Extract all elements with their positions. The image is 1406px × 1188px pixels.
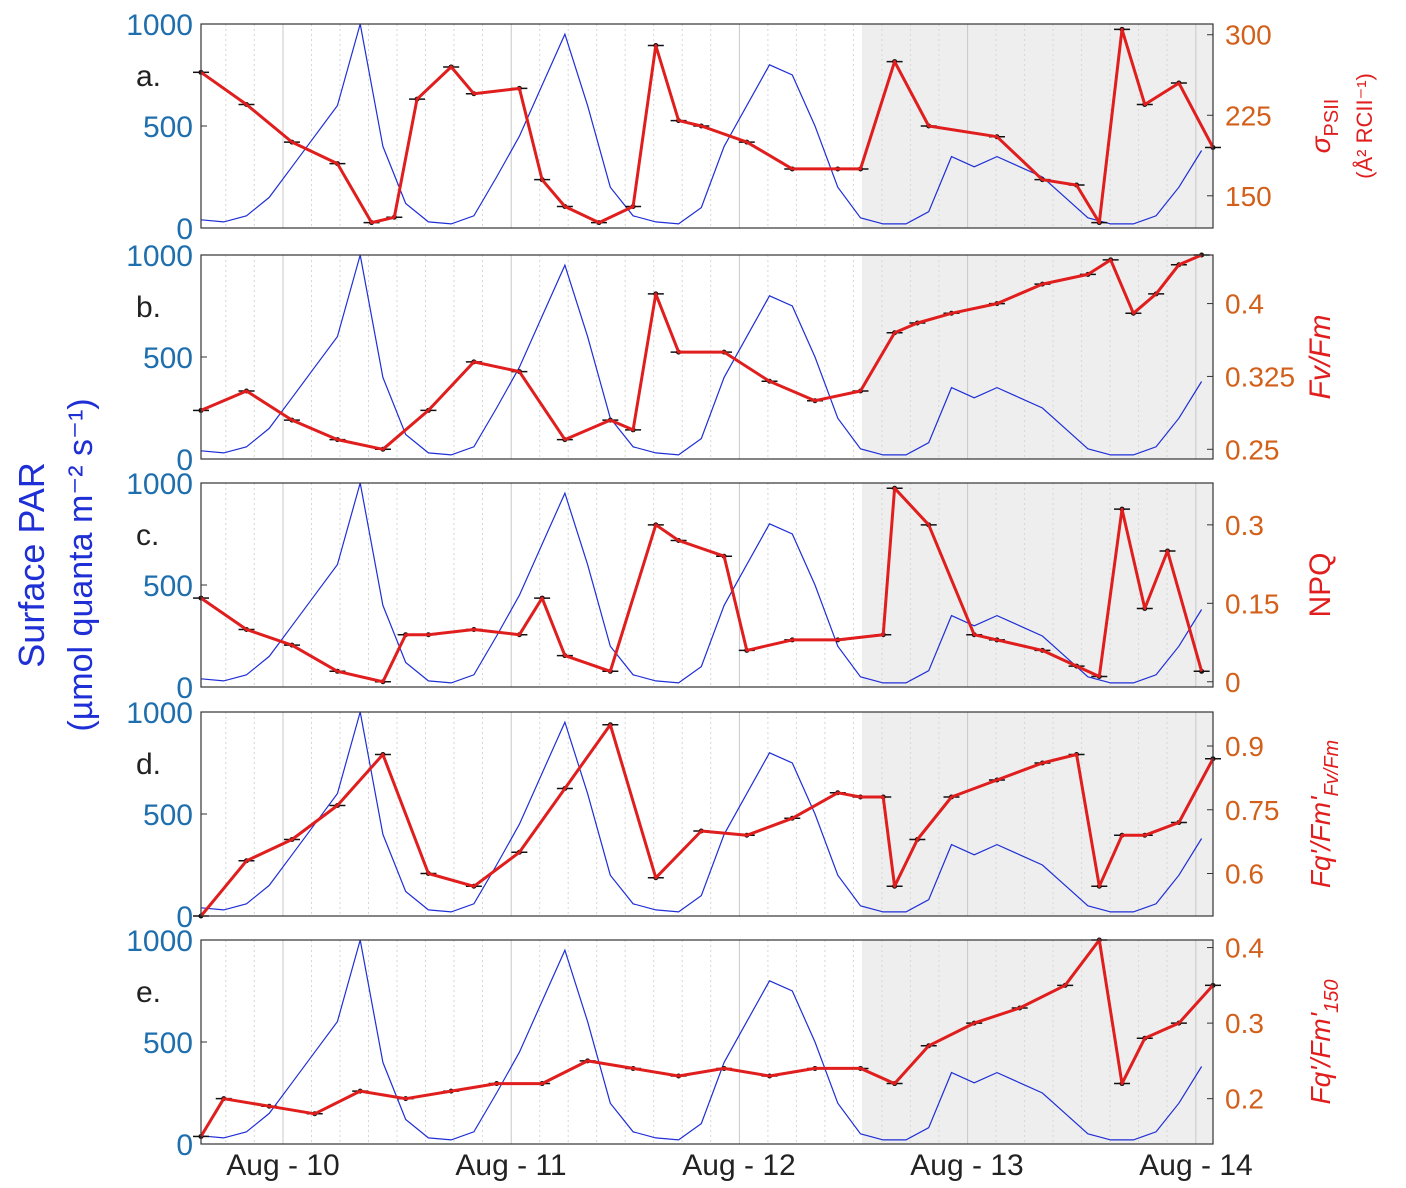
par-line — [200, 254, 1203, 456]
left-tick-label: 0 — [176, 672, 193, 705]
left-axis-label-line1: Surface PAR — [11, 462, 52, 667]
panel-label: e. — [136, 976, 161, 1009]
right-tick-label: 0.4 — [1225, 289, 1264, 320]
left-tick-label: 500 — [143, 570, 193, 603]
left-tick-label: 0 — [176, 901, 193, 934]
right-tick-label: 0.4 — [1225, 933, 1264, 964]
right-axis-label: σPSII — [1305, 99, 1343, 154]
panel-label: a. — [136, 60, 161, 93]
x-tick-label: Aug - 11 — [455, 1149, 566, 1182]
right-tick-label: 0 — [1225, 667, 1241, 698]
left-tick-label: 1000 — [126, 9, 193, 42]
fit-line — [200, 253, 1203, 451]
par-line — [200, 711, 1203, 913]
right-tick-label: 0.75 — [1225, 795, 1280, 826]
left-tick-label: 0 — [176, 213, 193, 246]
left-axis-label-line2: (µmol quanta m⁻² s⁻¹) — [62, 398, 100, 731]
ratio-sub: 150 — [1321, 980, 1343, 1013]
right-tick-label: 0.6 — [1225, 859, 1264, 890]
left-tick-label: 0 — [176, 444, 193, 477]
panel-a: 0 500 1000 150 225 300 a. σPSII (Å² RCII⁻¹) — [126, 9, 1377, 246]
shaded-region — [862, 255, 1213, 459]
shaded-region — [862, 24, 1213, 228]
ratio-label: Fq'/Fm' — [1305, 795, 1336, 888]
panel-label: b. — [136, 291, 161, 324]
psii-sub: PSII — [1321, 99, 1343, 137]
panel-label: d. — [136, 748, 161, 781]
right-axis-label: Fq'/Fm'Fv/Fm — [1305, 740, 1343, 888]
par-line — [200, 939, 1203, 1141]
x-tick-label: Aug - 12 — [682, 1149, 795, 1182]
right-tick-label: 300 — [1225, 20, 1272, 51]
right-axis-label: NPQ — [1304, 552, 1337, 617]
left-tick-label: 1000 — [126, 468, 193, 501]
right-tick-label: 0.25 — [1225, 434, 1280, 465]
shaded-region — [862, 483, 1213, 687]
fit-line — [200, 486, 1204, 684]
ratio-label: Fq'/Fm' — [1305, 1011, 1336, 1104]
panels-group: 0 500 1000 150 225 300 a. σPSII (Å² RCII⁻¹) 0 500 1… — [126, 9, 1377, 1162]
right-tick-label: 0.2 — [1225, 1084, 1264, 1115]
right-axis-label: Fv/Fm — [1304, 315, 1337, 400]
shaded-region — [862, 712, 1213, 916]
panel-e: 0 500 1000 0.2 0.3 0.4 e. Fq'/Fm'150 — [126, 925, 1343, 1162]
panel-d: 0 500 1000 0.6 0.75 0.9 d. Fq'/Fm'Fv/Fm — [126, 697, 1343, 934]
left-tick-label: 500 — [143, 799, 193, 832]
shaded-region — [862, 940, 1213, 1144]
sigma-label: σ — [1305, 135, 1336, 153]
left-tick-label: 1000 — [126, 925, 193, 958]
right-tick-label: 150 — [1225, 181, 1272, 212]
x-tick-label: Aug - 14 — [1139, 1149, 1252, 1182]
panel-c: 0 500 1000 0 0.15 0.3 c. NPQ — [126, 468, 1337, 705]
panel-b: 0 500 1000 0.25 0.325 0.4 b. Fv/Fm — [126, 240, 1337, 477]
x-tick-label: Aug - 13 — [910, 1149, 1023, 1182]
par-line — [200, 482, 1203, 684]
left-tick-label: 1000 — [126, 697, 193, 730]
left-tick-label: 1000 — [126, 240, 193, 273]
panel-label: c. — [136, 519, 159, 552]
right-tick-label: 225 — [1225, 100, 1272, 131]
fit-line — [200, 27, 1215, 225]
fit-line — [199, 938, 1215, 1138]
left-axis-label: Surface PAR (µmol quanta m⁻² s⁻¹) — [11, 398, 100, 731]
right-tick-label: 0.325 — [1225, 361, 1295, 392]
left-tick-label: 500 — [143, 342, 193, 375]
ratio-sub: Fv/Fm — [1321, 740, 1343, 797]
x-tick-label: Aug - 10 — [226, 1149, 339, 1182]
left-tick-label: 500 — [143, 1027, 193, 1060]
units-label: (Å² RCII⁻¹) — [1352, 73, 1377, 179]
right-tick-label: 0.9 — [1225, 731, 1264, 762]
right-axis-label: Fq'/Fm'150 — [1305, 980, 1343, 1105]
left-tick-label: 0 — [176, 1129, 193, 1162]
right-tick-label: 0.15 — [1225, 588, 1280, 619]
right-tick-label: 0.3 — [1225, 1008, 1264, 1039]
fit-line — [199, 723, 1215, 917]
x-tick-labels: Aug - 10 Aug - 11 Aug - 12 Aug - 13 Aug … — [226, 1149, 1252, 1182]
right-tick-label: 0.3 — [1225, 510, 1264, 541]
left-tick-label: 500 — [143, 111, 193, 144]
